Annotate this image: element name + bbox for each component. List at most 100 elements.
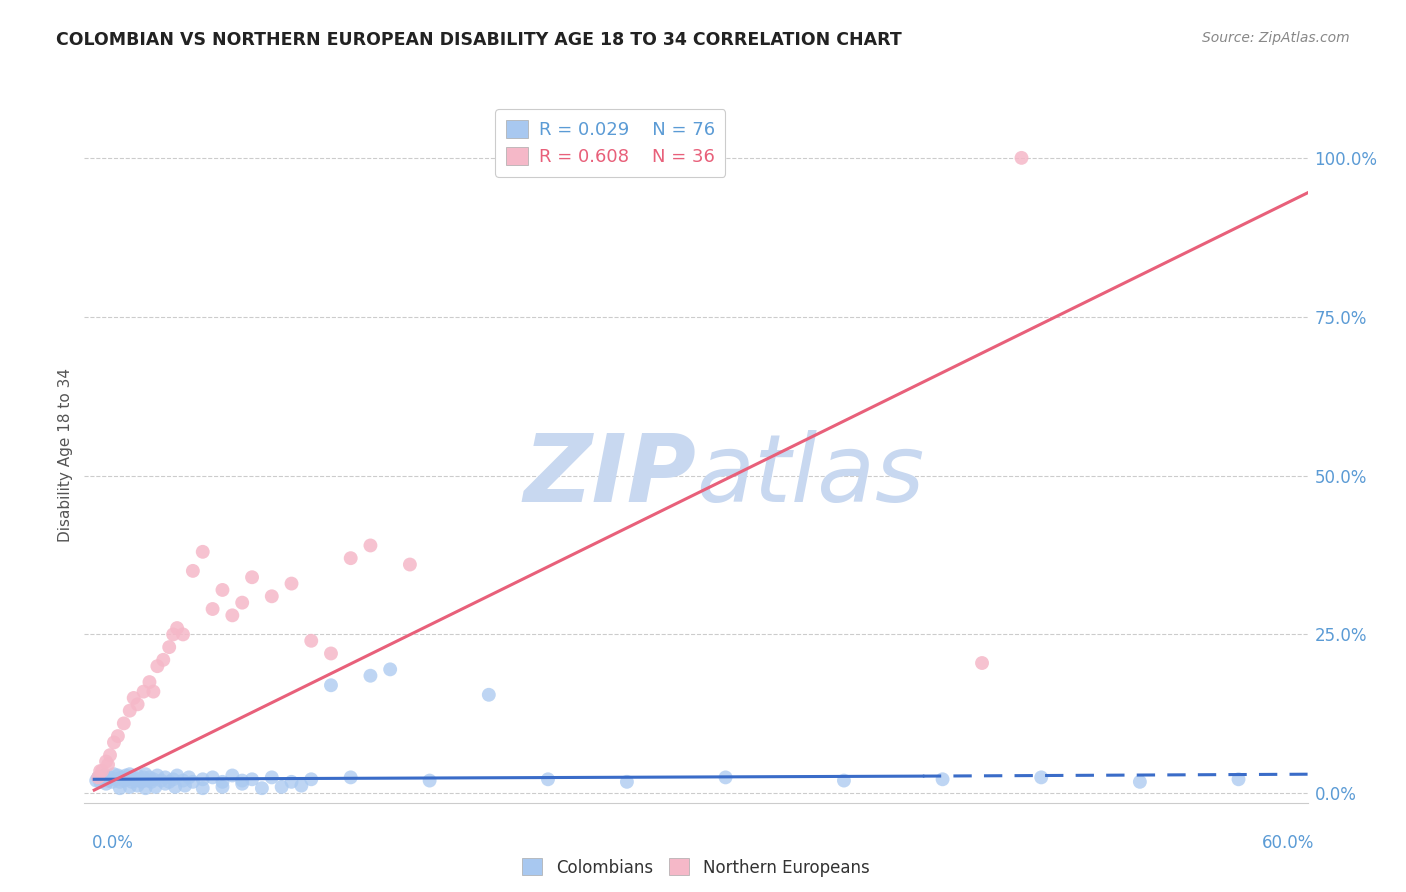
Point bbox=[299, 772, 322, 787]
Point bbox=[221, 768, 243, 782]
Point bbox=[260, 589, 283, 603]
Point bbox=[157, 774, 180, 789]
Point bbox=[141, 774, 163, 789]
Text: 60.0%: 60.0% bbox=[1263, 834, 1315, 852]
Point bbox=[94, 755, 117, 769]
Point bbox=[157, 640, 180, 654]
Point bbox=[122, 690, 145, 705]
Point bbox=[122, 771, 145, 785]
Legend: Colombians, Northern Europeans: Colombians, Northern Europeans bbox=[515, 850, 877, 885]
Point bbox=[152, 653, 174, 667]
Point bbox=[260, 771, 283, 785]
Point bbox=[127, 779, 149, 793]
Point bbox=[146, 659, 169, 673]
Point bbox=[136, 773, 159, 788]
Point bbox=[162, 772, 184, 787]
Point bbox=[107, 768, 129, 782]
Point bbox=[1031, 771, 1053, 785]
Point bbox=[111, 771, 134, 785]
Point bbox=[380, 662, 402, 676]
Point bbox=[250, 781, 273, 796]
Point bbox=[166, 768, 188, 782]
Point bbox=[112, 773, 135, 788]
Point bbox=[155, 777, 177, 791]
Point bbox=[231, 777, 253, 791]
Point bbox=[104, 772, 127, 787]
Point bbox=[142, 772, 165, 787]
Point bbox=[339, 551, 361, 566]
Point bbox=[98, 748, 121, 763]
Point bbox=[108, 774, 131, 789]
Text: atlas: atlas bbox=[696, 430, 924, 521]
Point bbox=[299, 633, 322, 648]
Point bbox=[87, 771, 110, 785]
Point bbox=[191, 772, 214, 787]
Point bbox=[359, 539, 381, 553]
Point bbox=[128, 772, 150, 787]
Point bbox=[118, 704, 141, 718]
Point bbox=[537, 772, 560, 787]
Point bbox=[118, 780, 141, 794]
Point bbox=[135, 781, 157, 796]
Point bbox=[319, 678, 342, 692]
Point bbox=[177, 771, 200, 785]
Point bbox=[142, 684, 165, 698]
Point bbox=[138, 675, 160, 690]
Point bbox=[91, 772, 114, 787]
Point bbox=[166, 621, 188, 635]
Point bbox=[89, 764, 111, 778]
Point bbox=[931, 772, 953, 787]
Point bbox=[211, 582, 233, 597]
Point bbox=[172, 627, 194, 641]
Point bbox=[97, 773, 120, 788]
Point bbox=[211, 774, 233, 789]
Point bbox=[231, 773, 253, 788]
Point bbox=[211, 780, 233, 794]
Point bbox=[118, 767, 141, 781]
Point bbox=[124, 773, 146, 788]
Point bbox=[162, 627, 184, 641]
Point bbox=[94, 777, 117, 791]
Point bbox=[191, 545, 214, 559]
Point bbox=[419, 773, 441, 788]
Point bbox=[201, 602, 224, 616]
Point bbox=[181, 564, 204, 578]
Point bbox=[155, 771, 177, 785]
Point bbox=[121, 774, 143, 789]
Point bbox=[145, 780, 167, 794]
Point bbox=[478, 688, 501, 702]
Point bbox=[138, 771, 160, 785]
Point bbox=[87, 771, 110, 785]
Point bbox=[714, 771, 737, 785]
Point bbox=[616, 774, 638, 789]
Point bbox=[146, 768, 169, 782]
Point bbox=[112, 716, 135, 731]
Point bbox=[1129, 774, 1152, 789]
Point bbox=[290, 779, 312, 793]
Point bbox=[240, 570, 263, 584]
Point bbox=[399, 558, 422, 572]
Point bbox=[280, 576, 302, 591]
Point bbox=[117, 772, 139, 787]
Point bbox=[89, 774, 111, 789]
Point bbox=[107, 729, 129, 743]
Point bbox=[280, 774, 302, 789]
Point bbox=[150, 773, 173, 788]
Point bbox=[165, 780, 187, 794]
Point bbox=[1227, 772, 1250, 787]
Point bbox=[240, 772, 263, 787]
Point bbox=[135, 767, 157, 781]
Point bbox=[98, 771, 121, 785]
Point bbox=[832, 773, 855, 788]
Point bbox=[101, 774, 124, 789]
Point bbox=[181, 774, 204, 789]
Point bbox=[201, 771, 224, 785]
Point bbox=[319, 647, 342, 661]
Point bbox=[270, 780, 292, 794]
Point bbox=[359, 669, 381, 683]
Point bbox=[127, 698, 149, 712]
Point bbox=[103, 735, 125, 749]
Point bbox=[93, 768, 115, 782]
Point bbox=[114, 768, 136, 782]
Point bbox=[174, 779, 197, 793]
